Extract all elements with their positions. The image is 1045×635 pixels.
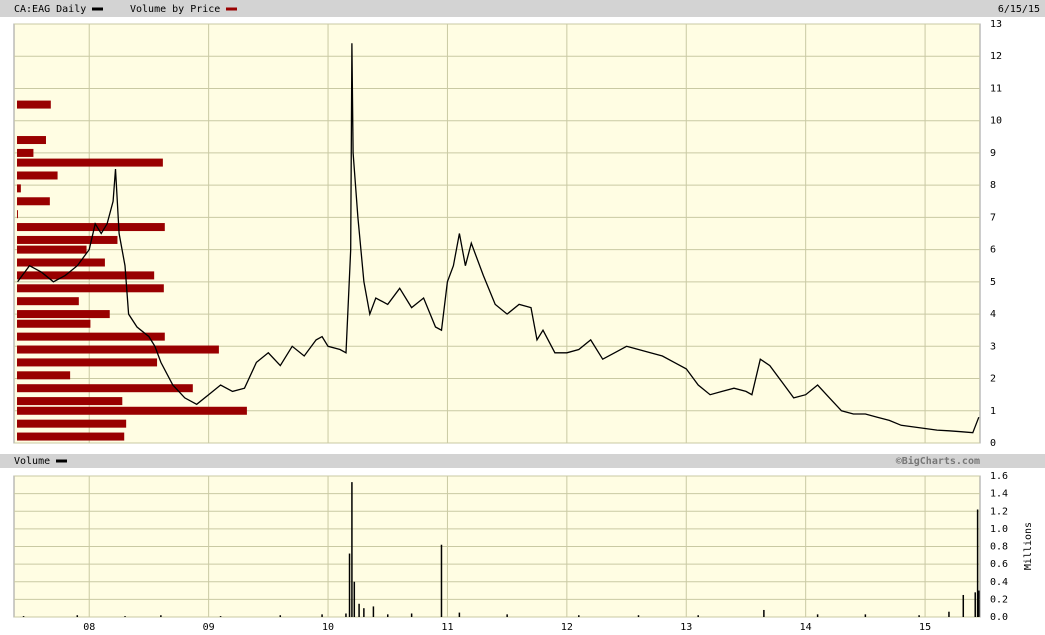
profile-bar — [17, 235, 118, 244]
profile-bar — [17, 271, 155, 280]
y-axis-label: Millions — [1023, 522, 1034, 570]
legend-price: CA:EAG Daily — [14, 4, 86, 15]
y-tick-label: 9 — [990, 148, 996, 159]
y-tick-label: 0.2 — [990, 594, 1008, 605]
profile-bar — [17, 100, 51, 109]
profile-bar — [17, 197, 50, 206]
y-tick-label: 2 — [990, 374, 996, 385]
profile-bar — [17, 371, 71, 380]
y-tick-label: 1 — [990, 406, 996, 417]
profile-bar — [17, 345, 219, 354]
price-panel — [13, 23, 981, 444]
profile-bar — [17, 171, 58, 180]
header-bar — [0, 0, 1045, 17]
profile-bar — [17, 148, 34, 157]
y-tick-label: 10 — [990, 116, 1002, 127]
profile-bar — [17, 284, 164, 293]
x-tick-label: 11 — [441, 622, 453, 633]
price-line — [17, 43, 980, 434]
profile-bar — [17, 258, 105, 267]
profile-bar — [17, 432, 125, 441]
y-tick-label: 0.6 — [990, 559, 1008, 570]
y-tick-label: 11 — [990, 83, 1002, 94]
y-tick-label: 0.8 — [990, 542, 1008, 553]
y-tick-label: 4 — [990, 309, 996, 320]
x-tick-label: 10 — [322, 622, 334, 633]
profile-bar — [17, 319, 91, 328]
profile-bar — [17, 223, 165, 232]
y-tick-label: 0 — [990, 438, 996, 449]
profile-bar — [17, 397, 123, 406]
profile-bar — [17, 419, 127, 428]
y-tick-label: 0.4 — [990, 577, 1008, 588]
x-tick-label: 09 — [203, 622, 215, 633]
y-tick-label: 3 — [990, 341, 996, 352]
y-tick-label: 1.0 — [990, 524, 1008, 535]
profile-bar — [17, 406, 247, 415]
profile-bar — [17, 136, 46, 145]
y-tick-label: 13 — [990, 19, 1002, 30]
credit: ©BigCharts.com — [896, 455, 980, 467]
y-tick-label: 7 — [990, 212, 996, 223]
y-tick-label: 1.6 — [990, 471, 1008, 482]
y-tick-label: 1.2 — [990, 506, 1008, 517]
date-label: 6/15/15 — [998, 4, 1040, 15]
profile-bar — [17, 297, 79, 306]
x-tick-label: 08 — [83, 622, 95, 633]
profile-bar — [17, 210, 18, 219]
profile-bar — [17, 158, 163, 167]
y-tick-label: 1.4 — [990, 489, 1008, 500]
y-tick-label: 5 — [990, 277, 996, 288]
profile-bar — [17, 332, 165, 341]
legend-profile: Volume by Price — [130, 4, 220, 15]
y-tick-label: 6 — [990, 245, 996, 256]
x-tick-label: 12 — [561, 622, 573, 633]
volume-header-bar — [0, 454, 1045, 468]
y-tick-label: 0.0 — [990, 612, 1008, 623]
x-tick-label: 14 — [800, 622, 812, 633]
y-tick-label: 8 — [990, 180, 996, 191]
profile-bar — [17, 358, 158, 367]
legend-volume: Volume — [14, 456, 50, 467]
profile-bar — [17, 245, 87, 254]
profile-bar — [17, 310, 110, 319]
profile-bar — [17, 384, 193, 393]
x-tick-label: 13 — [680, 622, 692, 633]
x-tick-label: 15 — [919, 622, 931, 633]
y-tick-label: 12 — [990, 51, 1002, 62]
profile-bar — [17, 184, 21, 193]
